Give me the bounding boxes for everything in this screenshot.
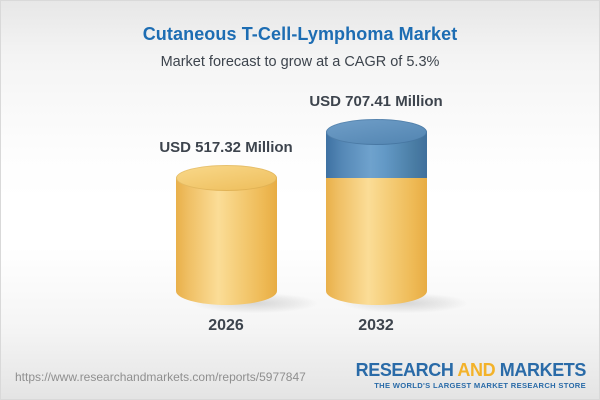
logo-word-and: AND (457, 360, 496, 380)
cylinder-base-segment-2026 (175, 178, 277, 305)
bar-cylinder-2032 (325, 119, 427, 305)
category-label-2032: 2032 (358, 317, 394, 334)
logo-word-markets: MARKETS (499, 360, 587, 380)
chart-subtitle: Market forecast to grow at a CAGR of 5.3… (160, 54, 440, 70)
cylinder-top-cap-2032 (325, 119, 427, 145)
research-and-markets-logo: RESEARCH AND MARKETS THE WORLD'S LARGEST… (355, 360, 587, 390)
report-url: https://www.researchandmarkets.com/repor… (15, 370, 306, 384)
cylinder-top-cap-2026 (175, 165, 277, 191)
value-label-2032: USD 707.41 Million (309, 93, 443, 110)
value-label-2026: USD 517.32 Million (159, 139, 293, 156)
cylinder-base-segment-2032 (325, 178, 427, 305)
category-label-2026: 2026 (208, 317, 244, 334)
chart-title: Cutaneous T-Cell-Lymphoma Market (142, 24, 458, 44)
logo-word-research: RESEARCH (355, 360, 454, 380)
logo-wordmark: RESEARCH AND MARKETS (355, 360, 587, 380)
logo-tagline: THE WORLD'S LARGEST MARKET RESEARCH STOR… (374, 381, 586, 390)
bar-cylinder-2026 (175, 165, 277, 305)
